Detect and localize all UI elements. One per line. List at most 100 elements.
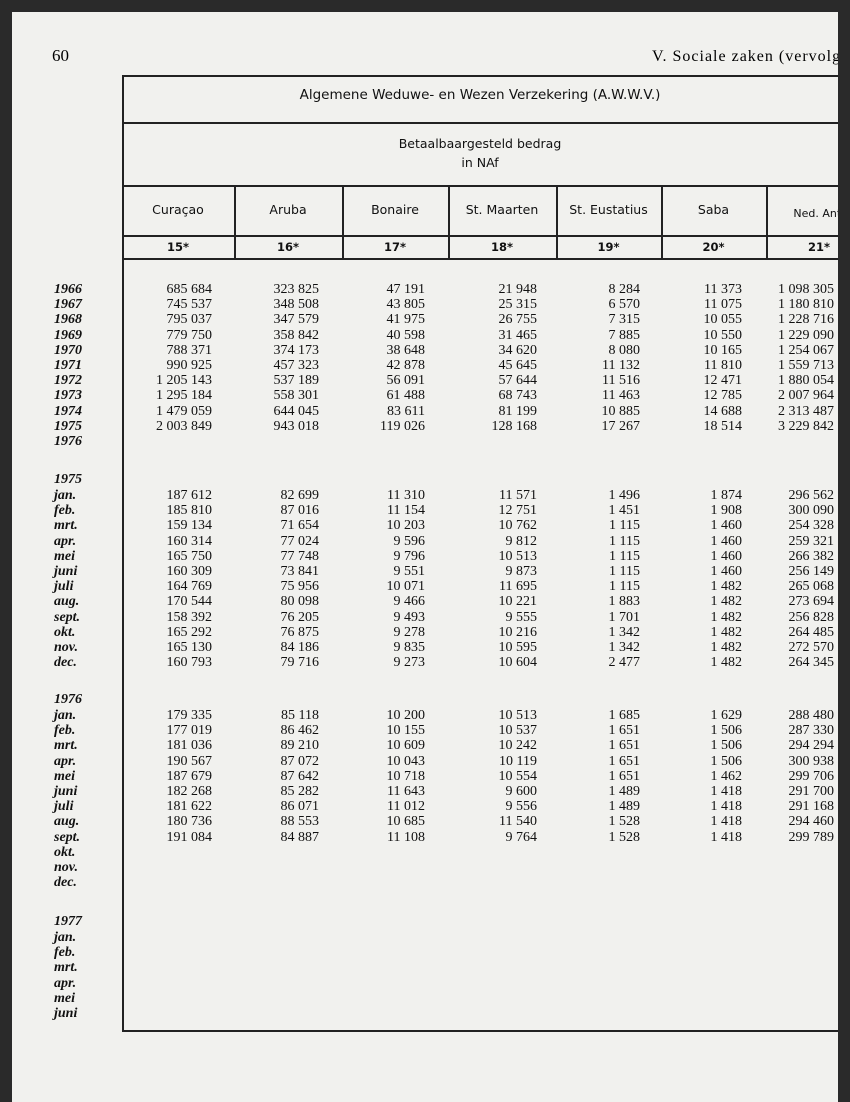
cell-value: 7 885	[608, 327, 641, 343]
cell-value: 10 513	[498, 708, 538, 723]
column-header: Ned. Ant.	[793, 207, 838, 220]
row-label: 1966	[54, 282, 82, 297]
cell-value: 10 762	[498, 518, 538, 534]
cell-value: 11 310	[387, 488, 425, 503]
cell-value: 1 180 810	[778, 297, 834, 313]
cell-value: 644 045	[273, 403, 320, 419]
cell-value: 10 718	[386, 768, 426, 784]
cell-value: 10 595	[498, 640, 538, 655]
cell-value: 1 883	[608, 594, 641, 610]
cell-value: 1 451	[608, 503, 641, 519]
cell-value: 11 540	[499, 814, 537, 830]
cell-value: 256 828	[788, 609, 835, 625]
cell-value: 1 874	[710, 488, 743, 503]
cell-value: 1 651	[608, 723, 641, 739]
cell-value: 1 489	[608, 799, 641, 815]
section-year: 1975	[54, 472, 82, 487]
column-header: Saba	[697, 202, 730, 217]
row-label: aug.	[54, 814, 80, 830]
row-label: mei	[54, 990, 75, 1006]
row-label: apr.	[54, 533, 77, 549]
column-number: 18*	[490, 240, 514, 254]
cell-value: 294 294	[788, 738, 835, 754]
cell-value: 191 084	[166, 829, 213, 845]
cell-value: 71 654	[280, 518, 320, 534]
cell-value: 77 024	[280, 533, 320, 549]
cell-value: 1 651	[608, 738, 641, 754]
cell-value: 10 119	[499, 753, 537, 769]
cell-value: 38 648	[386, 342, 426, 358]
cell-value: 9 596	[393, 533, 426, 549]
cell-value: 10 165	[703, 342, 743, 358]
row-label: apr.	[54, 975, 77, 991]
row-label: mrt.	[54, 518, 78, 534]
cell-value: 300 938	[788, 753, 835, 769]
cell-value: 1 685	[608, 708, 641, 723]
cell-value: 9 873	[505, 564, 538, 579]
cell-value: 25 315	[498, 297, 538, 313]
cell-value: 1 506	[710, 753, 743, 769]
cell-value: 299 789	[788, 829, 835, 845]
cell-value: 259 321	[788, 533, 835, 549]
row-label: 1974	[54, 403, 82, 419]
cell-value: 1 482	[710, 579, 743, 595]
cell-value: 11 463	[602, 388, 640, 404]
column-number: 20*	[702, 240, 725, 254]
cell-value: 40 598	[386, 327, 426, 343]
cell-value: 2 477	[608, 655, 641, 671]
cell-value: 81 199	[498, 403, 538, 419]
cell-value: 187 679	[166, 768, 213, 784]
row-label: nov.	[54, 640, 78, 655]
table-title: Algemene Weduwe- en Wezen Verzekering (A…	[299, 87, 661, 103]
cell-value: 10 554	[498, 768, 538, 784]
cell-value: 84 186	[280, 640, 320, 655]
cell-value: 160 793	[166, 655, 213, 671]
cell-value: 300 090	[788, 503, 835, 519]
cell-value: 85 282	[280, 784, 320, 799]
row-label: jan.	[54, 708, 77, 723]
cell-value: 943 018	[273, 418, 320, 434]
cell-value: 256 149	[788, 564, 835, 579]
table-rule	[122, 235, 838, 237]
cell-value: 1 701	[608, 609, 641, 625]
cell-value: 1 479 059	[156, 403, 212, 419]
cell-value: 84 887	[280, 829, 320, 845]
cell-value: 264 345	[788, 655, 835, 671]
cell-value: 10 055	[703, 312, 743, 328]
cell-value: 10 604	[498, 655, 538, 671]
cell-value: 181 622	[166, 799, 213, 815]
cell-value: 1 482	[710, 655, 743, 671]
cell-value: 1 506	[710, 738, 743, 754]
cell-value: 88 553	[280, 814, 320, 830]
cell-value: 11 571	[499, 488, 537, 503]
cell-value: 6 570	[608, 297, 641, 313]
cell-value: 358 842	[273, 327, 320, 343]
cell-value: 45 645	[498, 358, 538, 373]
page: 60 V. Sociale zaken (vervolg) Algemene W…	[12, 12, 838, 1102]
cell-value: 57 644	[498, 373, 538, 389]
cell-value: 10 203	[386, 518, 426, 534]
cell-value: 11 108	[387, 829, 425, 845]
cell-value: 9 278	[393, 624, 426, 640]
row-label: aug.	[54, 594, 80, 610]
row-label: mei	[54, 548, 75, 564]
cell-value: 17 267	[601, 418, 641, 434]
row-label: juni	[54, 564, 78, 579]
row-label: 1972	[54, 373, 82, 389]
cell-value: 296 562	[788, 488, 835, 503]
row-label: feb.	[54, 723, 76, 739]
cell-value: 1 496	[608, 488, 641, 503]
cell-value: 1 115	[609, 564, 640, 579]
cell-value: 1 295 184	[156, 388, 212, 404]
cell-value: 89 210	[280, 738, 320, 754]
cell-value: 1 489	[608, 784, 641, 799]
cell-value: 1 115	[609, 548, 640, 564]
table-rule	[122, 122, 838, 124]
cell-value: 10 200	[386, 708, 426, 723]
cell-value: 165 130	[166, 640, 213, 655]
cell-value: 26 755	[498, 312, 538, 328]
cell-value: 1 482	[710, 609, 743, 625]
cell-value: 11 154	[387, 503, 425, 519]
cell-value: 182 268	[166, 784, 213, 799]
column-number: 15*	[166, 240, 190, 254]
